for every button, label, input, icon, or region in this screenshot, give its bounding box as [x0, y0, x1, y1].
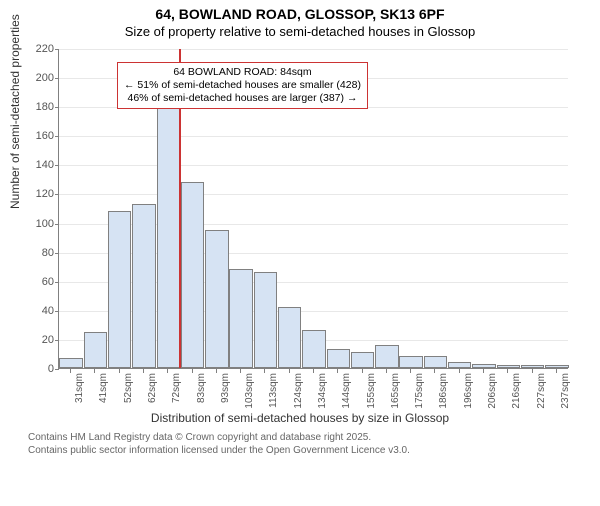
- xtick-label: 31sqm: [74, 373, 85, 403]
- xtick-mark: [410, 369, 411, 373]
- xtick-mark: [94, 369, 95, 373]
- xtick-label: 216sqm: [511, 373, 522, 409]
- xtick-label: 103sqm: [244, 373, 255, 409]
- footer-line-1: Contains HM Land Registry data © Crown c…: [28, 431, 600, 444]
- xtick-mark: [434, 369, 435, 373]
- xtick-mark: [70, 369, 71, 373]
- histogram-bar: [157, 103, 180, 368]
- xtick-label: 196sqm: [463, 373, 474, 409]
- histogram-bar: [327, 349, 350, 368]
- x-axis-label: Distribution of semi-detached houses by …: [0, 411, 600, 425]
- xtick-label: 52sqm: [123, 373, 134, 403]
- ytick-label: 220: [14, 43, 54, 55]
- ytick-label: 200: [14, 72, 54, 84]
- annotation-line-3: 46% of semi-detached houses are larger (…: [124, 92, 361, 105]
- ytick-label: 80: [14, 247, 54, 259]
- xtick-label: 237sqm: [560, 373, 571, 409]
- xtick-label: 83sqm: [196, 373, 207, 403]
- xtick-mark: [483, 369, 484, 373]
- footer: Contains HM Land Registry data © Crown c…: [28, 431, 600, 457]
- xtick-label: 113sqm: [268, 373, 279, 408]
- xtick-mark: [556, 369, 557, 373]
- histogram-bar: [351, 352, 374, 368]
- plot-area: 64 BOWLAND ROAD: 84sqm← 51% of semi-deta…: [58, 49, 568, 369]
- histogram-bar: [254, 272, 277, 368]
- xtick-mark: [167, 369, 168, 373]
- xtick-mark: [119, 369, 120, 373]
- histogram-bar: [181, 182, 204, 368]
- xtick-label: 175sqm: [414, 373, 425, 409]
- xtick-label: 186sqm: [438, 373, 449, 409]
- xtick-label: 155sqm: [366, 373, 377, 409]
- annotation-box: 64 BOWLAND ROAD: 84sqm← 51% of semi-deta…: [117, 62, 368, 109]
- xtick-label: 206sqm: [487, 373, 498, 409]
- xtick-label: 62sqm: [147, 373, 158, 403]
- histogram-bar: [375, 345, 398, 368]
- histogram-bar: [108, 211, 131, 368]
- histogram-bar: [399, 356, 422, 368]
- ytick-mark: [55, 369, 59, 370]
- xtick-mark: [143, 369, 144, 373]
- xtick-label: 41sqm: [98, 373, 109, 403]
- xtick-label: 227sqm: [536, 373, 547, 409]
- xtick-mark: [337, 369, 338, 373]
- histogram-bar: [59, 358, 82, 368]
- histogram-bar: [448, 362, 471, 368]
- annotation-line-2: ← 51% of semi-detached houses are smalle…: [124, 79, 361, 92]
- ytick-label: 120: [14, 188, 54, 200]
- xtick-mark: [532, 369, 533, 373]
- footer-line-2: Contains public sector information licen…: [28, 444, 600, 457]
- histogram-bar: [278, 307, 301, 368]
- xtick-mark: [240, 369, 241, 373]
- histogram-bar: [424, 356, 447, 368]
- xtick-mark: [362, 369, 363, 373]
- xtick-label: 93sqm: [220, 373, 231, 403]
- annotation-line-1: 64 BOWLAND ROAD: 84sqm: [124, 66, 361, 79]
- histogram-bar: [302, 330, 325, 368]
- xtick-mark: [192, 369, 193, 373]
- histogram-bar: [229, 269, 252, 368]
- histogram-bar: [545, 365, 568, 368]
- ytick-label: 100: [14, 218, 54, 230]
- chart: Number of semi-detached properties 64 BO…: [58, 49, 568, 409]
- ytick-label: 40: [14, 305, 54, 317]
- histogram-bar: [132, 204, 155, 368]
- xtick-label: 124sqm: [293, 373, 304, 409]
- ytick-label: 0: [14, 363, 54, 375]
- histogram-bar: [84, 332, 107, 368]
- xtick-mark: [264, 369, 265, 373]
- histogram-bar: [472, 364, 495, 368]
- ytick-label: 60: [14, 276, 54, 288]
- ytick-label: 140: [14, 159, 54, 171]
- ytick-label: 180: [14, 101, 54, 113]
- histogram-bar: [497, 365, 520, 368]
- xtick-mark: [459, 369, 460, 373]
- xtick-mark: [216, 369, 217, 373]
- xtick-label: 165sqm: [390, 373, 401, 409]
- title-sub: Size of property relative to semi-detach…: [0, 24, 600, 39]
- histogram-bar: [205, 230, 228, 368]
- xtick-mark: [386, 369, 387, 373]
- ytick-label: 160: [14, 130, 54, 142]
- xtick-mark: [507, 369, 508, 373]
- xtick-mark: [313, 369, 314, 373]
- ytick-label: 20: [14, 334, 54, 346]
- histogram-bar: [521, 365, 544, 368]
- xtick-label: 134sqm: [317, 373, 328, 409]
- xtick-mark: [289, 369, 290, 373]
- xtick-label: 72sqm: [171, 373, 182, 403]
- title-main: 64, BOWLAND ROAD, GLOSSOP, SK13 6PF: [0, 6, 600, 22]
- xtick-label: 144sqm: [341, 373, 352, 409]
